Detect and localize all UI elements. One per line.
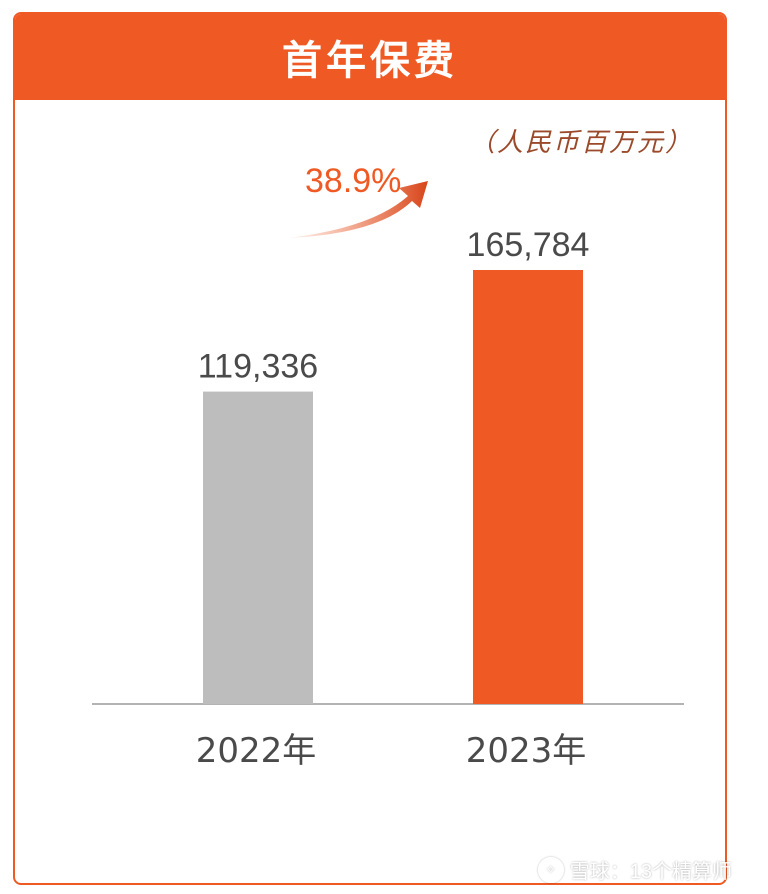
watermark-text: 雪球：13个精算师 [569,861,732,883]
category-label-1: 2023年 [466,731,587,771]
bar-1 [473,270,583,704]
snowball-logo-icon: ✧ [537,856,564,883]
value-label-0: 119,336 [198,348,318,386]
bar-0 [203,391,313,704]
growth-arrow-icon [288,181,428,238]
chart-card: 首年保费 （人民币百万元） 38.9% [13,12,727,885]
growth-label: 38.9% [305,162,402,200]
chart-title: 首年保费 [282,38,458,84]
title-banner: 首年保费 [15,14,725,100]
value-label-1: 165,784 [467,226,590,264]
unit-label: （人民币百万元） [468,128,693,158]
category-label-0: 2022年 [196,731,317,771]
watermark: ✧ 雪球：13个精算师 [537,855,732,884]
